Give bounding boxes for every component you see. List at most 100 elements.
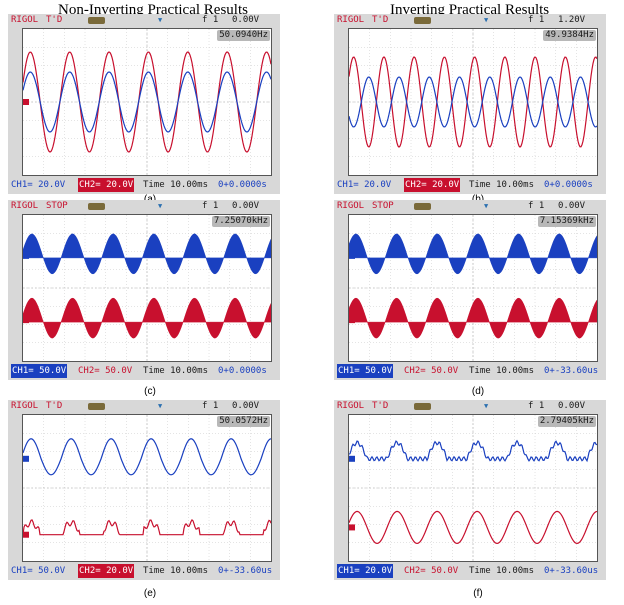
trigger-position-icon: ▼ [158,402,163,410]
trigger-source: f 1 [202,201,219,211]
brand-label: RIGOL [11,15,39,25]
ch2-marker [349,524,355,531]
brand-label: RIGOL [11,401,39,411]
ch2-trace [349,510,597,545]
ch2-trace [349,297,597,339]
scope-footer: CH1= 20.0V CH2= 20.0V Time 10.00ms 0+0.0… [8,178,280,192]
trigger-source: f 1 [202,15,219,25]
frequency-readout: 7.25070kHz [211,216,270,227]
scope-footer: CH1= 50.0V CH2= 50.0V Time 10.00ms 0+0.0… [8,364,280,378]
ch1-marker [23,455,29,462]
waveform-plot [349,215,597,361]
ch1-trace [349,233,597,275]
scope-panel-c: RIGOL STOP ▼ f 1 0.00V 7.25070kHz CH1= 5… [8,200,280,380]
ch1-scale: CH1= 20.0V [337,180,392,190]
time-offset: 0+-33.60us [218,566,273,576]
trigger-level: 0.00V [232,401,260,411]
ch1-trace [349,76,597,128]
trigger-position-icon: ▼ [158,16,163,24]
battery-icon [88,403,105,410]
time-offset: 0+0.0000s [218,180,267,190]
waveform-screen: 50.0940Hz [22,28,272,176]
ch1-scale: CH1= 20.0V [337,564,394,578]
scope-footer: CH1= 50.0V CH2= 20.0V Time 10.00ms 0+-33… [8,564,280,578]
scope-footer: CH1= 20.0V CH2= 20.0V Time 10.00ms 0+0.0… [334,178,606,192]
ch-marker [23,99,29,105]
battery-icon [88,203,105,210]
trigger-source: f 1 [528,201,545,211]
trigger-position-icon: ▼ [484,402,489,410]
trigger-position-icon: ▼ [484,16,489,24]
time-scale: Time 10.00ms [143,366,209,376]
brand-label: RIGOL [337,201,365,211]
ch1-trace [23,71,271,133]
ch2-marker [23,317,29,324]
time-offset: 0+0.0000s [544,180,593,190]
acquisition-state: STOP [372,201,394,211]
ch1-trace [23,438,271,476]
scope-header: RIGOL STOP ▼ f 1 0.00V [334,200,606,213]
acquisition-state: T'D [46,15,63,25]
trigger-level: 0.00V [232,201,260,211]
panel-caption-c: (c) [144,386,156,397]
brand-label: RIGOL [11,201,39,211]
scope-header: RIGOL T'D ▼ f 1 0.00V [8,14,280,27]
ch2-scale: CH2= 50.0V [78,366,133,376]
ch2-trace [23,297,271,339]
ch2-trace [23,518,271,536]
frequency-readout: 50.0572Hz [217,416,270,427]
waveform-screen: 49.9384Hz [348,28,598,176]
time-scale: Time 10.00ms [469,566,535,576]
battery-icon [88,17,105,24]
scope-panel-e: RIGOL T'D ▼ f 1 0.00V 50.0572Hz CH1= 50.… [8,400,280,580]
trigger-level: 0.00V [232,15,260,25]
acquisition-state: T'D [372,15,389,25]
panel-caption-b: (b) [458,194,498,205]
scope-header: RIGOL STOP ▼ f 1 0.00V [8,200,280,213]
trigger-level: 0.00V [558,201,586,211]
ch1-scale: CH1= 50.0V [11,364,68,378]
trigger-source: f 1 [528,401,545,411]
frequency-readout: 7.15369kHz [537,216,596,227]
time-scale: Time 10.00ms [143,180,209,190]
waveform-plot [23,29,271,175]
trigger-source: f 1 [528,15,545,25]
time-offset: 0+0.0000s [218,366,267,376]
scope-panel-a: RIGOL T'D ▼ f 1 0.00V 50.0940Hz CH1= 20.… [8,14,280,194]
battery-icon [414,203,431,210]
ch2-scale: CH2= 50.0V [404,366,459,376]
acquisition-state: T'D [46,401,63,411]
frequency-readout: 49.9384Hz [543,30,596,41]
trigger-level: 1.20V [558,15,586,25]
battery-icon [414,17,431,24]
scope-panel-d: RIGOL STOP ▼ f 1 0.00V 7.15369kHz CH1= 5… [334,200,606,380]
ch2-scale: CH2= 20.0V [78,564,135,578]
scope-header: RIGOL T'D ▼ f 1 0.00V [8,400,280,413]
scope-panel-f: RIGOL T'D ▼ f 1 0.00V 2.79405kHz CH1= 20… [334,400,606,580]
trigger-level: 0.00V [558,401,586,411]
ch1-scale: CH1= 50.0V [337,364,394,378]
waveform-screen: 7.15369kHz [348,214,598,362]
scope-footer: CH1= 20.0V CH2= 50.0V Time 10.00ms 0+-33… [334,564,606,578]
waveform-plot [349,415,597,561]
waveform-plot [23,415,271,561]
ch2-scale: CH2= 20.0V [404,178,461,192]
time-scale: Time 10.00ms [469,366,535,376]
time-scale: Time 10.00ms [469,180,535,190]
panel-caption-e: (e) [143,588,157,599]
ch2-trace [23,51,271,153]
panel-caption-d: (d) [471,386,485,397]
brand-label: RIGOL [337,401,365,411]
trigger-source: f 1 [202,401,219,411]
brand-label: RIGOL [337,15,365,25]
waveform-screen: 7.25070kHz [22,214,272,362]
panel-caption-a: (a) [130,194,170,205]
scope-panel-b: RIGOL T'D ▼ f 1 1.20V 49.9384Hz CH1= 20.… [334,14,606,194]
ch1-marker [349,252,355,259]
acquisition-state: STOP [46,201,68,211]
time-offset: 0+-33.60us [544,566,599,576]
ch1-marker [349,455,355,462]
ch1-trace [349,439,597,463]
scope-header: RIGOL T'D ▼ f 1 1.20V [334,14,606,27]
ch1-marker [23,252,29,259]
